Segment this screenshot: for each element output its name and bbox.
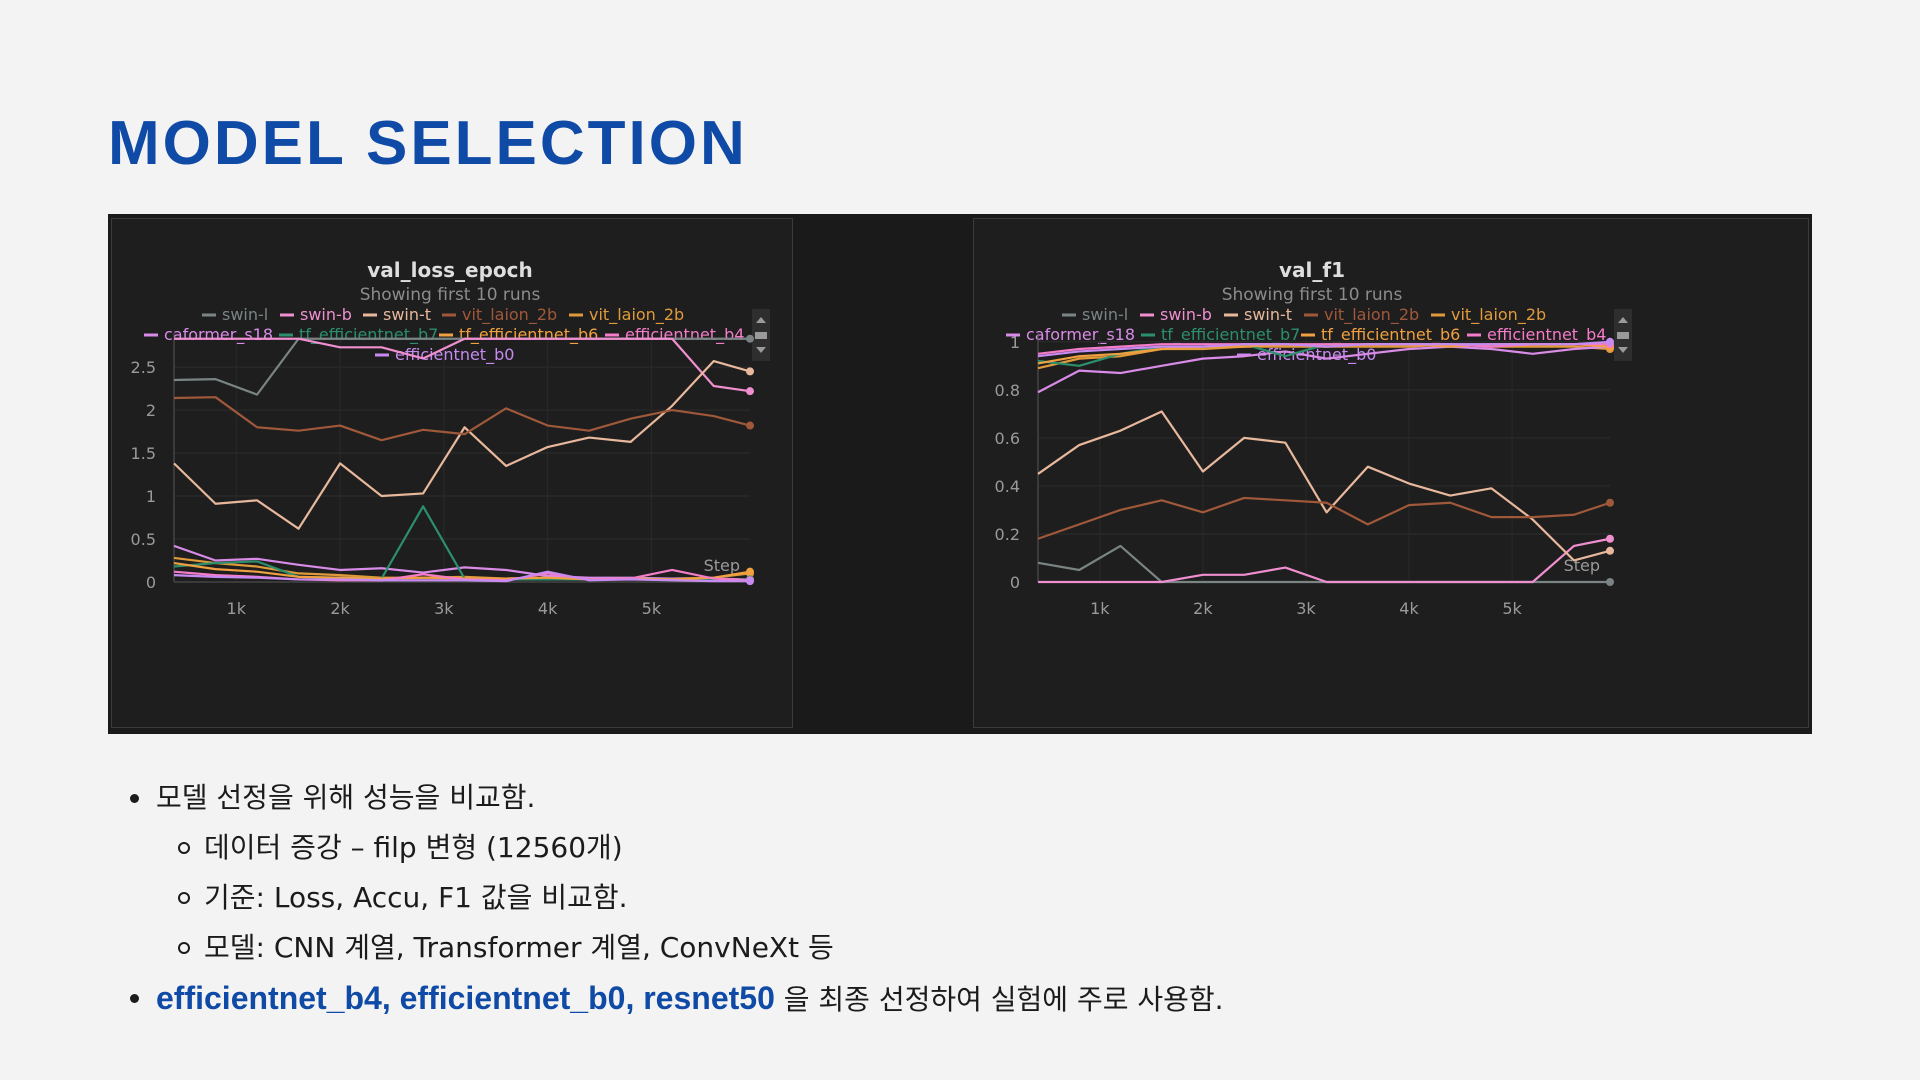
legend-label: efficientnet_b0 [395,345,514,365]
series-line [1037,410,1611,562]
bullet-text-rest: 을 최종 선정하여 실험에 주로 사용함. [774,983,1224,1016]
series-line [173,396,751,442]
scroll-up-icon [1618,317,1628,323]
legend-label: caformer_s18 [164,325,273,345]
legend-label: tf_efficientnet_b6 [459,325,598,345]
chart-panel-val-f1: val_f1 Showing first 10 runs swin-l swin-b s… [973,218,1809,728]
scroll-down-icon [756,347,766,353]
legend-label: vit_laion_2b [1324,305,1419,325]
legend-label: efficientnet_b0 [1257,345,1376,365]
legend-label: swin-b [300,305,352,324]
bullet-text: 모델 선정을 위해 성능을 비교함. [156,781,536,814]
bullet-dot-icon [130,794,139,803]
x-tick-label: 3k [434,599,454,618]
series-end-point [1606,498,1614,507]
charts-container: val_loss_epoch Showing first 10 runs swin-… [108,214,1812,734]
scroll-thumb [1617,332,1629,339]
y-tick-label: 0 [1010,573,1020,592]
chart-val-f1: val_f1 Showing first 10 runs swin-l swin-b s… [995,258,1632,618]
legend-label: vit_laion_2b [1451,305,1546,325]
sub-bullet-ring-icon [178,892,190,904]
series-end-point [746,387,754,396]
legend-label: swin-t [1244,305,1292,324]
x-tick-label: 5k [1502,599,1522,618]
bullet-text-2: efficientnet_b4, efficientnet_b0, resnet… [156,978,1224,1020]
y-tick-label: 1 [1010,333,1020,352]
scroll-down-icon [1618,347,1628,353]
series-line [1037,544,1610,584]
selected-models: efficientnet_b4, efficientnet_b0, resnet… [156,980,775,1016]
legend-label: swin-l [1082,305,1128,324]
bullet-dot-icon [130,994,139,1003]
x-tick-label: 3k [1296,599,1316,618]
legend-label: vit_laion_2b [589,305,684,325]
legend-label: swin-t [383,305,431,324]
sub-bullet-ring-icon [178,942,190,954]
chart-subtitle: Showing first 10 runs [360,285,541,305]
scroll-thumb [755,332,767,339]
series-end-point [1606,534,1614,543]
series-end-point [1606,546,1614,555]
x-tick-label: 1k [227,599,247,618]
x-tick-label: 2k [1193,599,1213,618]
series-end-point [746,577,754,586]
sub-bullet-text: 데이터 증강 – filp 변형 (12560개) [204,831,623,864]
series-line [174,337,751,393]
y-tick-label: 0.2 [995,525,1020,544]
series-line [173,359,751,530]
x-tick-label: 1k [1090,599,1110,618]
chart-panel-val-loss: val_loss_epoch Showing first 10 runs swin-… [111,218,793,728]
legend-label: efficientnet_b4 [1487,325,1606,345]
sub-bullet-text: 모델: CNN 계열, Transformer 계열, ConvNeXt 등 [204,931,834,964]
x-tick-label: 2k [330,599,350,618]
series-end-point [1606,578,1614,586]
series-end-point [1606,337,1614,346]
sub-bullet-text: 기준: Loss, Accu, F1 값을 비교함. [204,881,628,914]
series-end-point [746,367,754,376]
y-tick-label: 0.8 [995,381,1020,400]
legend-label: swin-l [222,305,268,324]
series-line [1037,496,1611,540]
x-tick-label: 4k [538,599,558,618]
series-line [173,570,750,583]
chart-title: val_f1 [1279,258,1345,282]
y-tick-label: 1.5 [131,444,156,463]
y-tick-label: 1 [146,487,156,506]
x-tick-label: 5k [642,599,662,618]
x-tick-label: 4k [1399,599,1419,618]
sub-bullet-ring-icon [178,842,190,854]
series-end-point [746,334,754,343]
legend-label: caformer_s18 [1026,325,1135,345]
series-line [1038,537,1611,584]
slide-title: MODEL SELECTION [108,109,748,178]
legend-label: vit_laion_2b [462,305,557,325]
y-tick-label: 0 [146,573,156,592]
y-tick-label: 0.5 [131,530,156,549]
x-axis-label: Step [1564,556,1600,575]
legend-label: tf_efficientnet_b7 [1161,325,1300,345]
y-tick-label: 0.4 [995,477,1020,496]
y-tick-label: 2.5 [131,358,156,377]
series-line [1037,340,1611,358]
series-end-point [746,421,754,430]
legend-label: tf_efficientnet_b7 [299,325,438,345]
series-line [1037,345,1611,394]
chart-subtitle: Showing first 10 runs [1222,285,1403,305]
x-axis-label: Step [704,556,740,575]
y-tick-label: 0.6 [995,429,1020,448]
legend-label: swin-b [1160,305,1212,324]
scroll-up-icon [756,317,766,323]
y-tick-label: 2 [146,401,156,420]
legend-label: tf_efficientnet_b6 [1321,325,1460,345]
series-end-point [746,567,754,576]
chart-title: val_loss_epoch [367,258,533,282]
legend-label: efficientnet_b4 [625,325,744,345]
